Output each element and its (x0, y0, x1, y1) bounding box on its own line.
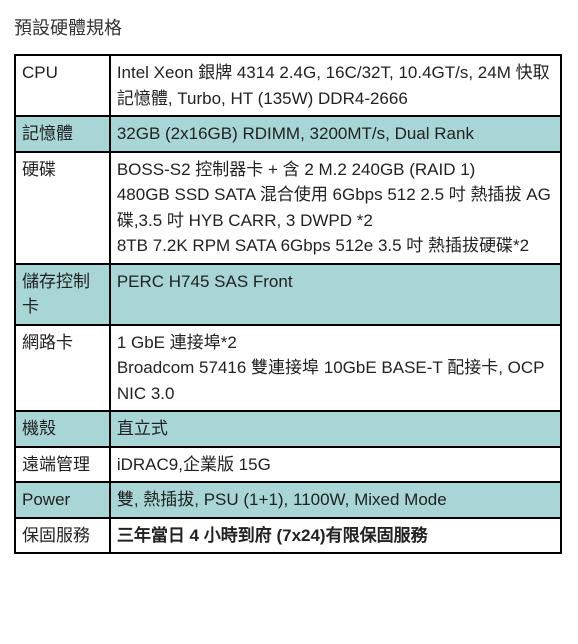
table-row: 機殼直立式 (15, 411, 561, 447)
row-value-line: 三年當日 4 小時到府 (7x24)有限保固服務 (117, 523, 554, 549)
spec-title: 預設硬體規格 (14, 14, 564, 40)
table-row: 保固服務三年當日 4 小時到府 (7x24)有限保固服務 (15, 518, 561, 554)
row-label: 儲存控制卡 (15, 264, 110, 325)
row-value-line: Broadcom 57416 雙連接埠 10GbE BASE-T 配接卡, OC… (117, 355, 554, 406)
row-value: 雙, 熱插拔, PSU (1+1), 1100W, Mixed Mode (110, 482, 561, 518)
row-value: 三年當日 4 小時到府 (7x24)有限保固服務 (110, 518, 561, 554)
row-value-line: iDRAC9,企業版 15G (117, 452, 554, 478)
table-row: 網路卡1 GbE 連接埠*2Broadcom 57416 雙連接埠 10GbE … (15, 325, 561, 412)
table-row: 記憶體 32GB (2x16GB) RDIMM, 3200MT/s, Dual R… (15, 116, 561, 152)
row-value: iDRAC9,企業版 15G (110, 447, 561, 483)
spec-table: CPUIntel Xeon 銀牌 4314 2.4G, 16C/32T, 10.… (14, 54, 562, 554)
row-label: 遠端管理 (15, 447, 110, 483)
table-row: 遠端管理 iDRAC9,企業版 15G (15, 447, 561, 483)
row-value-line: 1 GbE 連接埠*2 (117, 330, 554, 356)
row-value-line: BOSS-S2 控制器卡 + 含 2 M.2 240GB (RAID 1) (117, 157, 554, 183)
row-value: 直立式 (110, 411, 561, 447)
row-value-line: 32GB (2x16GB) RDIMM, 3200MT/s, Dual Rank (117, 121, 554, 147)
row-value: PERC H745 SAS Front (110, 264, 561, 325)
row-value-line: PERC H745 SAS Front (117, 269, 554, 295)
row-label: 機殼 (15, 411, 110, 447)
row-value: 1 GbE 連接埠*2Broadcom 57416 雙連接埠 10GbE BAS… (110, 325, 561, 412)
row-value: 32GB (2x16GB) RDIMM, 3200MT/s, Dual Rank (110, 116, 561, 152)
table-row: CPUIntel Xeon 銀牌 4314 2.4G, 16C/32T, 10.… (15, 55, 561, 116)
row-value-line: 480GB SSD SATA 混合使用 6Gbps 512 2.5 吋 熱插拔 … (117, 182, 554, 233)
row-label: Power (15, 482, 110, 518)
row-label: 保固服務 (15, 518, 110, 554)
row-label: 記憶體 (15, 116, 110, 152)
row-label: CPU (15, 55, 110, 116)
table-row: 儲存控制卡 PERC H745 SAS Front (15, 264, 561, 325)
row-value-line: 直立式 (117, 416, 554, 442)
table-row: 硬碟BOSS-S2 控制器卡 + 含 2 M.2 240GB (RAID 1)4… (15, 152, 561, 264)
row-value-line: Intel Xeon 銀牌 4314 2.4G, 16C/32T, 10.4GT… (117, 60, 554, 111)
row-value: Intel Xeon 銀牌 4314 2.4G, 16C/32T, 10.4GT… (110, 55, 561, 116)
row-value-line: 8TB 7.2K RPM SATA 6Gbps 512e 3.5 吋 熱插拔硬碟… (117, 233, 554, 259)
row-label: 網路卡 (15, 325, 110, 412)
row-value-line: 雙, 熱插拔, PSU (1+1), 1100W, Mixed Mode (117, 487, 554, 513)
row-value: BOSS-S2 控制器卡 + 含 2 M.2 240GB (RAID 1)480… (110, 152, 561, 264)
row-label: 硬碟 (15, 152, 110, 264)
table-row: Power 雙, 熱插拔, PSU (1+1), 1100W, Mixed Mod… (15, 482, 561, 518)
